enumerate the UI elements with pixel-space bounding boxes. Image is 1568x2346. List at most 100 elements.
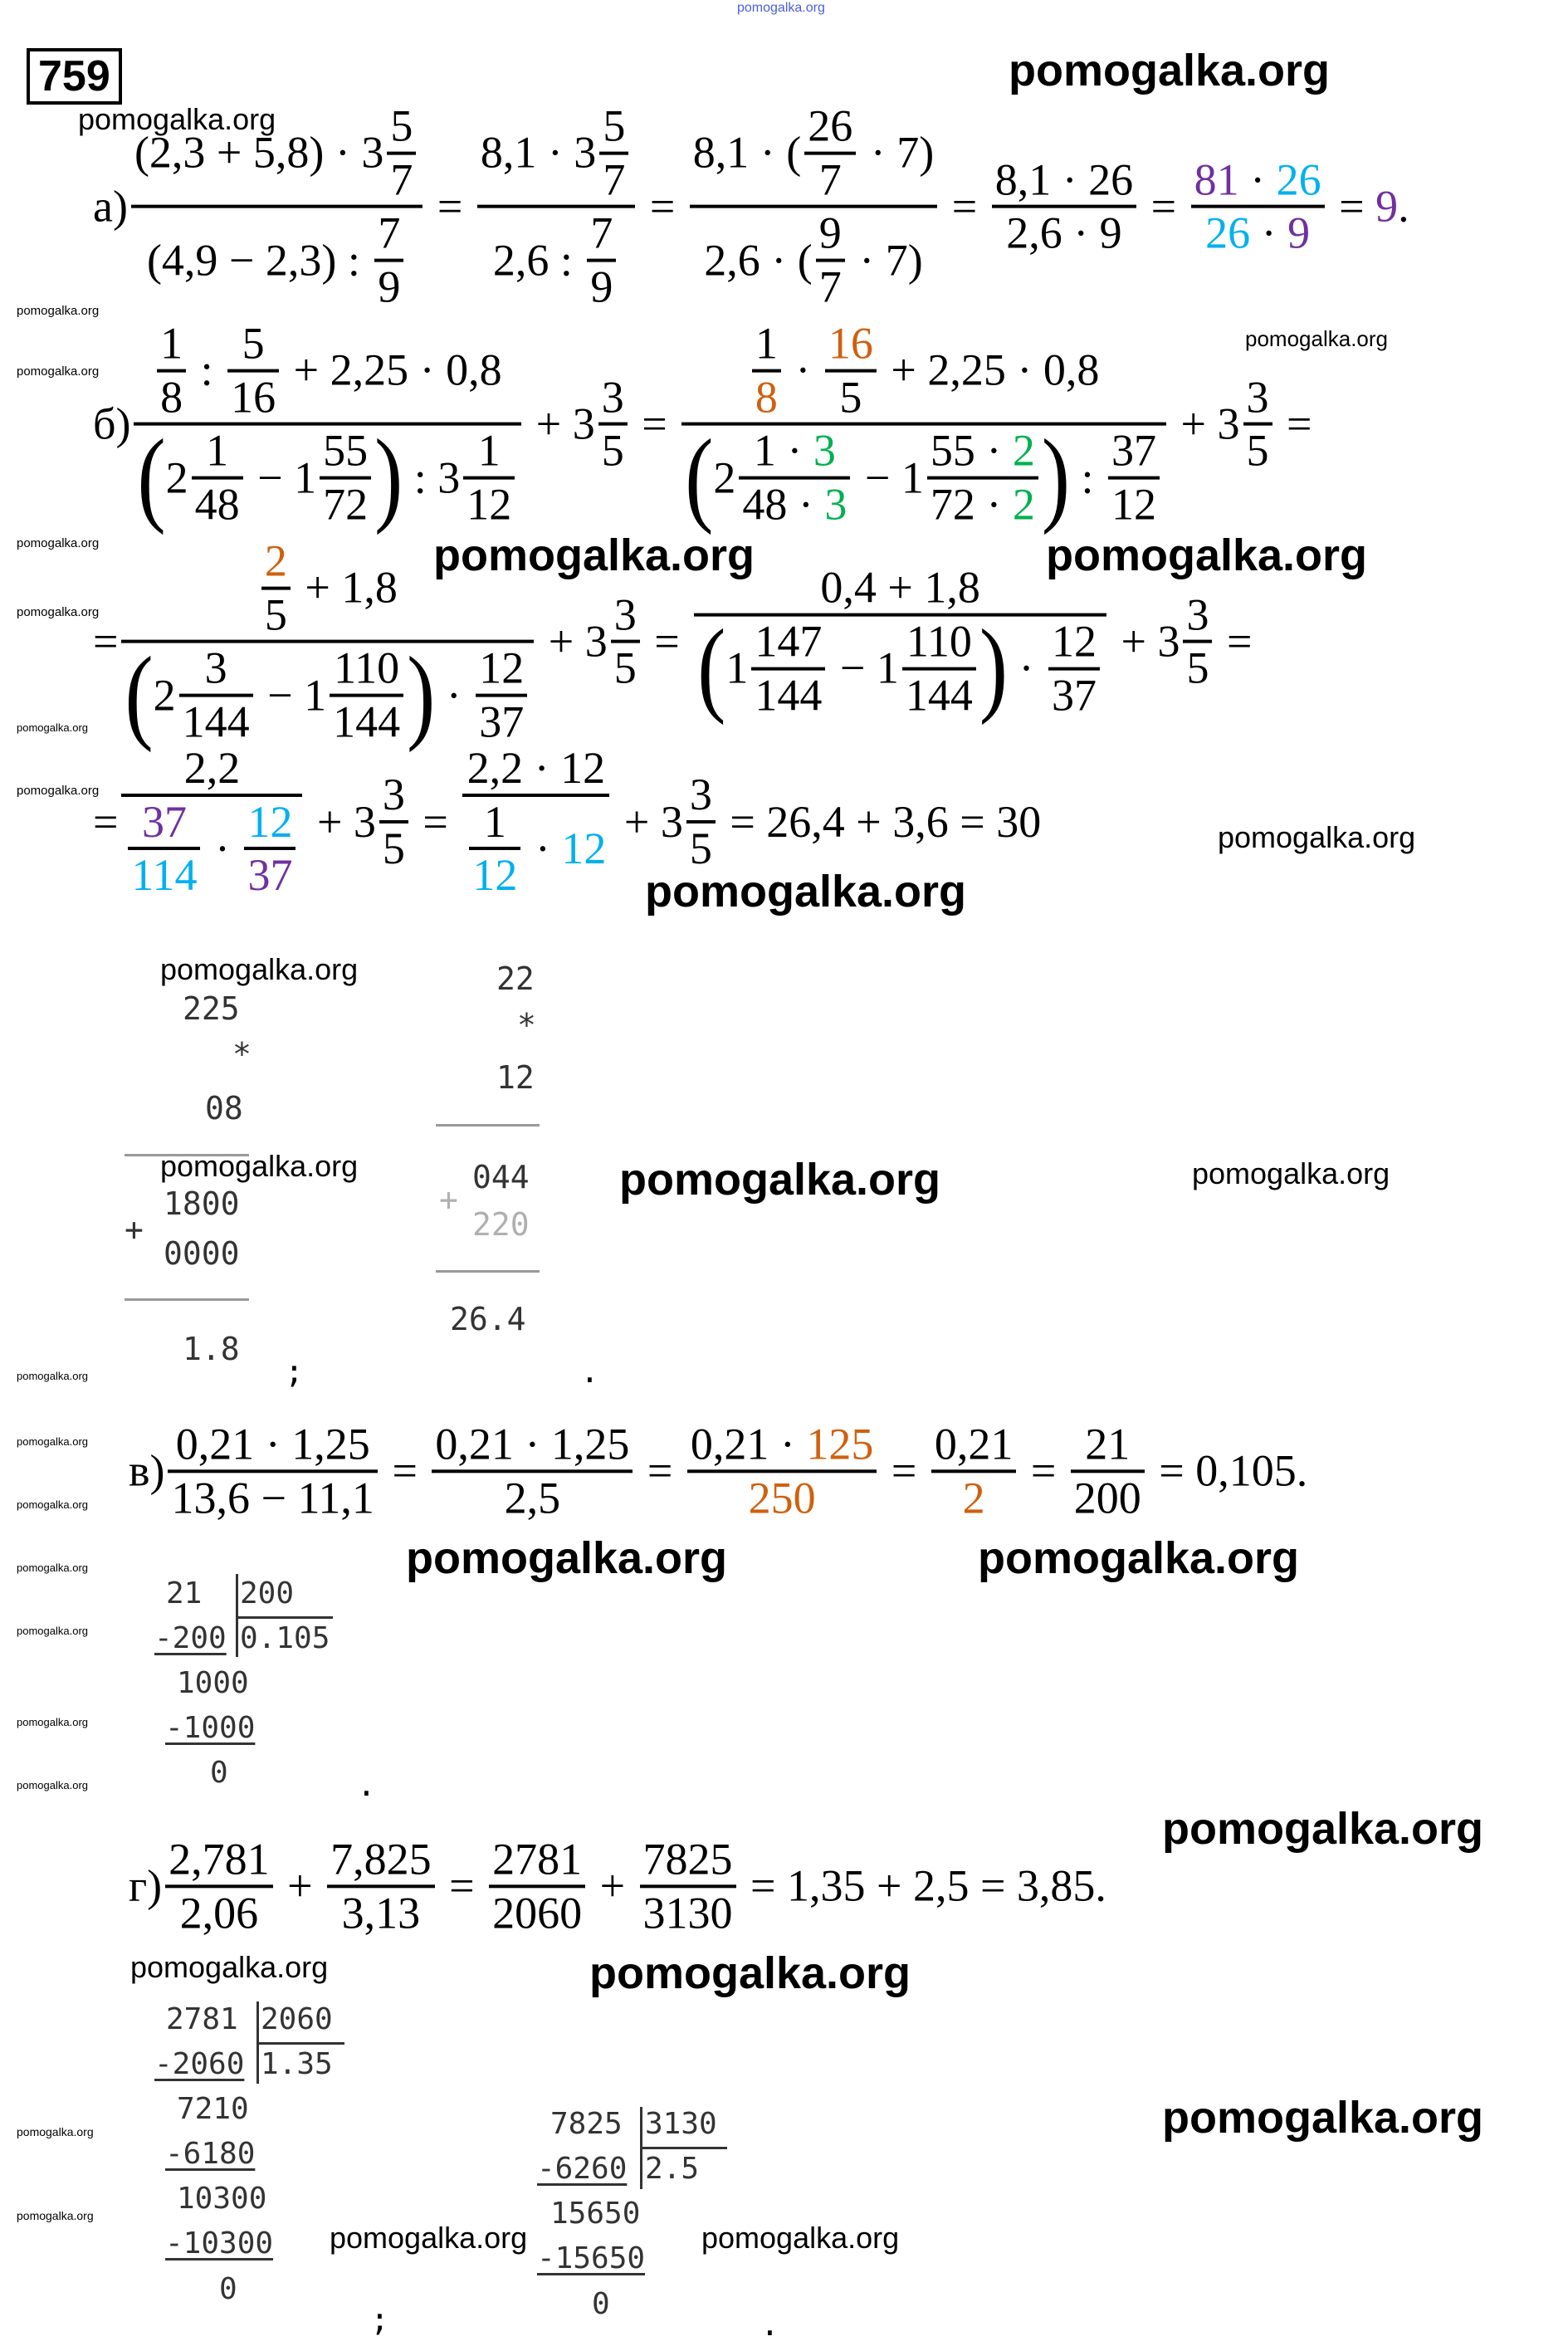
division-step: 7210	[177, 2092, 249, 2126]
multiply-sign: *	[517, 1007, 536, 1043]
math-text: 26	[808, 100, 853, 151]
math-text: 8	[160, 372, 183, 423]
math-text: а)	[93, 181, 128, 232]
denominator: 37	[1048, 670, 1100, 719]
division-step: -1000	[165, 1711, 256, 1745]
watermark: pomogalka.org	[701, 2221, 900, 2255]
math-text: 5	[613, 643, 637, 693]
numerator: 7	[587, 210, 617, 262]
math-text: 1	[206, 426, 229, 476]
divider-line	[125, 1154, 249, 1156]
punctuation: .	[357, 1767, 376, 1803]
fraction: 26 7	[804, 100, 857, 203]
fraction: 0,21 · 1,25 2,5	[432, 1420, 633, 1521]
solution-g: г) 2,781 2,06 + 7,825 3,13 = 2781 2060 + 782…	[129, 1835, 1106, 1936]
math-text: 2,6 · (	[704, 235, 813, 286]
fraction: 55 72	[320, 428, 372, 528]
math-text: 0,21 · 1,25	[175, 1419, 370, 1469]
denominator: 26 · 9	[1202, 208, 1313, 257]
watermark: pomogalka.org	[17, 536, 100, 550]
denominator: 9	[374, 262, 403, 311]
factor: 12	[496, 1059, 535, 1096]
denominator: 5	[686, 824, 716, 872]
division-bar	[640, 2147, 727, 2149]
denominator: 48	[192, 480, 243, 529]
watermark: pomogalka.org	[1046, 530, 1368, 580]
left-paren: (	[685, 418, 714, 536]
numerator: 2,2 · 12	[462, 745, 610, 797]
product: 26.4	[450, 1301, 526, 1337]
product: 1.8	[183, 1331, 240, 1367]
divisor: 200	[240, 1576, 295, 1610]
parenthesized-group: (2 3 144 − 1 110 144)	[125, 642, 435, 748]
math-text: 2	[153, 670, 176, 721]
math-text: =	[940, 181, 989, 232]
math-text: 2,06	[179, 1888, 259, 1938]
denominator: 144	[179, 697, 253, 746]
numerator: 7825	[639, 1835, 736, 1888]
watermark: pomogalka.org	[645, 867, 967, 916]
math-text: =	[638, 181, 686, 232]
fraction: 0,21 2	[931, 1420, 1017, 1521]
math-text: 8,1 · 26	[994, 154, 1134, 205]
math-text: + 2,25 · 0,8	[879, 345, 1100, 395]
watermark: pomogalka.org	[330, 2221, 528, 2255]
colored-number: 12	[561, 824, 607, 873]
numerator: 16	[824, 320, 877, 373]
fraction: 21 200	[1070, 1420, 1145, 1521]
math-text: 16	[231, 372, 276, 423]
watermark: pomogalka.org	[17, 1435, 88, 1448]
numerator: 0,21 · 1,25	[168, 1419, 378, 1473]
math-text: 9	[590, 261, 613, 312]
fraction: 0,4 + 1,8(1 147 144 − 1 110 144) · 12 37	[694, 565, 1106, 721]
fraction: 2781 2060	[489, 1834, 586, 1936]
fraction: 7825 3130	[639, 1835, 736, 1936]
fraction: 8,1 · (26 7 · 7) 2,6 · (9 7 · 7)	[689, 100, 938, 312]
denominator: 5	[836, 372, 865, 421]
math-text: 37	[1052, 670, 1097, 721]
colored-number: 250	[748, 1473, 816, 1522]
denominator: 5	[1183, 643, 1212, 692]
watermark: pomogalka.org	[17, 1498, 88, 1511]
solution-v: в) 0,21 · 1,25 13,6 − 11,1 = 0,21 · 1,25 2,…	[129, 1420, 1307, 1521]
solution-b: б) 1 8 : 5 16 + 2,25 · 0,8(2 1 48 − 1 55 72) : …	[93, 318, 1312, 536]
math-text: 9	[378, 261, 401, 312]
dividend: 2781	[166, 2002, 238, 2036]
math-text: 5	[242, 318, 265, 369]
math-text: =	[93, 796, 119, 847]
fraction: 3 144	[178, 645, 253, 746]
math-text: 37	[1111, 426, 1157, 476]
math-text: 2781	[492, 1834, 583, 1884]
denominator: (2 1 48 − 1 55 72) : 3 1 12	[134, 424, 521, 530]
colored-number: 3	[813, 426, 836, 476]
denominator: 2,6 · 9	[1003, 208, 1125, 257]
math-text: · 7)	[848, 235, 923, 286]
parenthesized-group: (2 1 · 3 48 · 3 − 1 55 · 2 72 · 2)	[685, 418, 1071, 536]
math-text: − 1	[853, 452, 924, 503]
math-text: =	[1327, 181, 1376, 232]
fraction: 2,2 · 12 1 12 · 12	[462, 745, 610, 899]
math-text: =	[411, 796, 460, 847]
fraction: 7,825 3,13	[327, 1835, 435, 1936]
math-text: :	[1070, 452, 1106, 503]
right-paren: )	[1041, 418, 1071, 536]
watermark: pomogalka.org	[1245, 326, 1388, 351]
colored-number: 2	[962, 1473, 985, 1522]
fraction: 2,2 37 114 · 12 37	[121, 742, 303, 899]
denominator: 5	[261, 589, 291, 638]
watermark: pomogalka.org	[17, 1370, 88, 1382]
division-step: -2060	[154, 2047, 245, 2081]
fraction: 55 · 2 72 · 2	[926, 428, 1038, 528]
numerator: 1	[751, 320, 781, 373]
division-step: -200	[154, 1621, 227, 1655]
math-text: 2,2	[183, 742, 241, 793]
math-text: 7	[818, 261, 842, 312]
colored-number: 2	[264, 535, 287, 586]
quotient: 0.105	[240, 1621, 330, 1655]
division-step: 1000	[177, 1666, 249, 1700]
